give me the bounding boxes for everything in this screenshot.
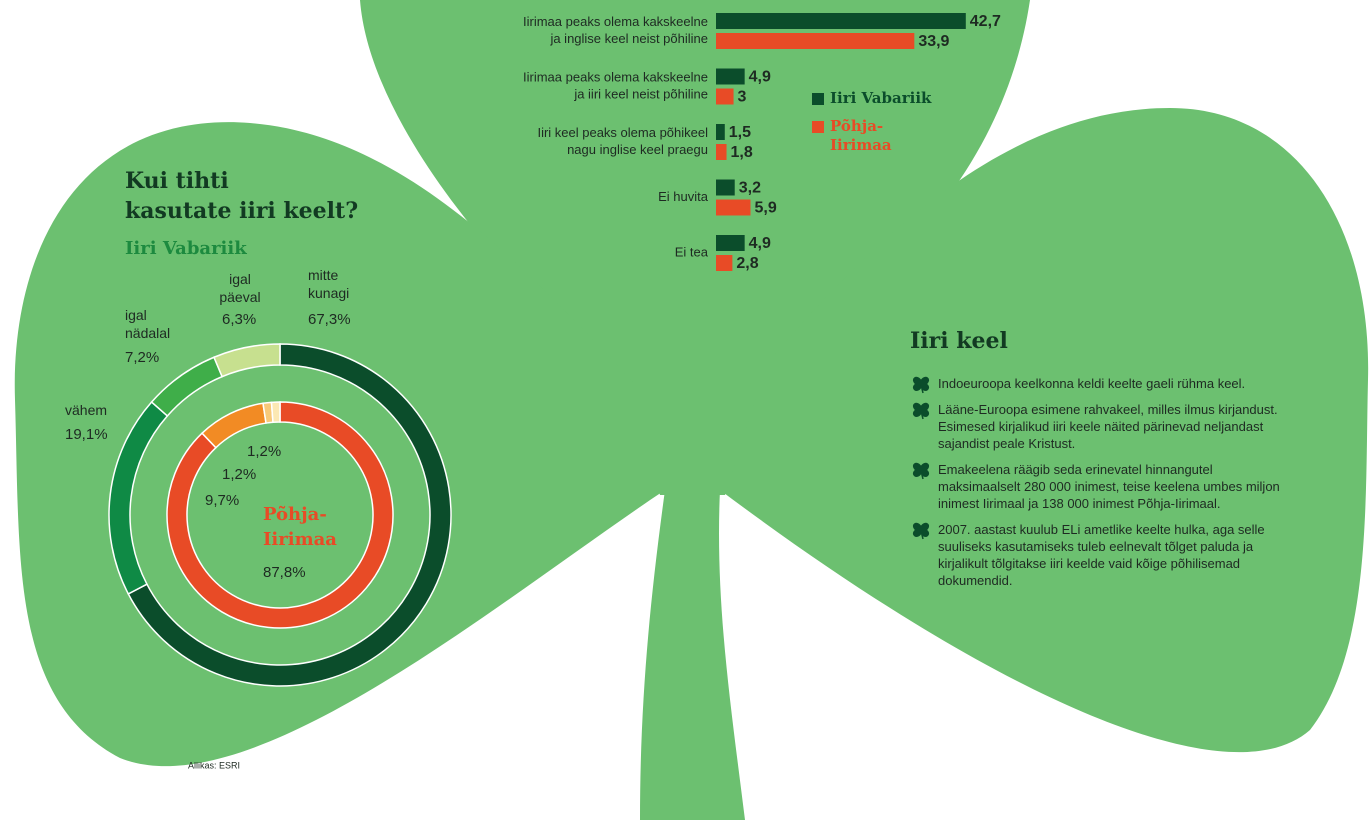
category-label: igal nädalal bbox=[125, 307, 171, 341]
category-label: Iirimaa peaks olema kakskeelne bbox=[523, 14, 708, 29]
right-leaf bbox=[720, 108, 1369, 753]
category-label: vähem bbox=[65, 402, 108, 418]
value-label: 1,2% bbox=[222, 466, 256, 483]
value-label: 42,7 bbox=[970, 13, 1001, 30]
value-label: 9,7% bbox=[205, 492, 239, 509]
bar bbox=[716, 179, 735, 196]
value-label: 67,3% bbox=[308, 311, 351, 328]
bar bbox=[716, 33, 915, 49]
value-label: 4,9 bbox=[749, 69, 771, 86]
bar bbox=[716, 124, 725, 140]
value-label: 3,2 bbox=[739, 180, 761, 197]
info-item: Emakeelena räägib seda erinevatel hinnan… bbox=[938, 462, 1280, 511]
shamrock-icon bbox=[912, 402, 930, 420]
legend-label: Iiri Vabariik bbox=[830, 89, 932, 107]
value-label: 33,9 bbox=[918, 33, 949, 50]
category-label: ja inglise keel neist põhiline bbox=[549, 31, 708, 46]
bar bbox=[716, 88, 734, 105]
shamrock-icon bbox=[912, 462, 930, 480]
value-label: 2,8 bbox=[736, 255, 758, 272]
donut-segment bbox=[270, 401, 281, 424]
stem bbox=[640, 490, 745, 820]
value-label: 5,9 bbox=[755, 200, 777, 217]
legend-swatch bbox=[812, 93, 824, 105]
value-label: 1,5 bbox=[729, 124, 751, 141]
bar bbox=[716, 68, 745, 85]
value-label: 6,3% bbox=[222, 311, 256, 328]
category-label: igal päeval bbox=[219, 271, 261, 305]
legend-swatch bbox=[812, 121, 824, 133]
series-label: Iiri Vabariik bbox=[125, 238, 247, 259]
bar bbox=[716, 235, 745, 251]
value-label: 7,2% bbox=[125, 349, 159, 366]
bar bbox=[716, 144, 727, 160]
info-title: Iiri keel bbox=[910, 328, 1008, 354]
category-label: Iirimaa peaks olema kakskeelne bbox=[523, 69, 708, 84]
category-label: nagu inglise keel praegu bbox=[567, 142, 708, 157]
category-label: ja iiri keel neist põhiline bbox=[573, 86, 708, 101]
legend-label: Põhja-Iirimaa bbox=[830, 117, 892, 154]
leaf-center bbox=[630, 385, 760, 495]
donut-segment bbox=[166, 401, 394, 629]
donut-segment bbox=[213, 343, 281, 378]
bar bbox=[716, 255, 733, 271]
value-label: 3 bbox=[738, 89, 747, 106]
category-label: Ei tea bbox=[675, 244, 709, 259]
series-label: Põhja-Iirimaa bbox=[263, 504, 337, 550]
info-item: Indoeuroopa keelkonna keldi keelte gaeli… bbox=[938, 376, 1246, 391]
category-label: mitte kunagi bbox=[308, 267, 350, 301]
chart-title: kasutate iiri keelt? bbox=[125, 198, 359, 224]
shamrock-icon bbox=[912, 376, 930, 394]
category-label: Iiri keel peaks olema põhikeel bbox=[537, 125, 708, 140]
top-leaf bbox=[360, 0, 1030, 390]
value-label: 1,2% bbox=[247, 443, 281, 460]
chart-title: Kui tihti bbox=[125, 168, 229, 194]
category-label: Ei huvita bbox=[658, 189, 709, 204]
value-label: 1,8 bbox=[731, 144, 753, 161]
info-item: 2007. aastast kuulub ELi ametlike keelte… bbox=[938, 522, 1265, 588]
value-label: 4,9 bbox=[749, 235, 771, 252]
bar bbox=[716, 199, 751, 216]
value-label: 87,8% bbox=[263, 564, 306, 581]
shamrock-icon bbox=[912, 522, 930, 540]
value-label: 19,1% bbox=[65, 426, 108, 443]
bar bbox=[716, 13, 966, 29]
info-item: Lääne-Euroopa esimene rahvakeel, milles … bbox=[938, 402, 1278, 451]
source: Allikas: ESRI bbox=[188, 760, 240, 770]
